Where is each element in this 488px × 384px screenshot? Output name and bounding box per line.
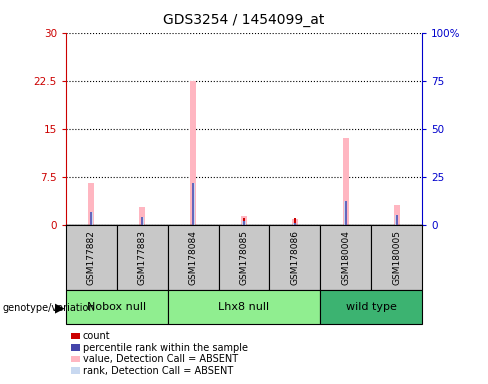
Text: GSM180005: GSM180005 bbox=[392, 230, 401, 285]
Text: GSM177883: GSM177883 bbox=[138, 230, 147, 285]
Bar bbox=[219, 225, 269, 290]
Text: GSM177882: GSM177882 bbox=[87, 230, 96, 285]
Bar bbox=[243, 222, 245, 225]
Bar bbox=[395, 215, 398, 225]
Bar bbox=[117, 225, 168, 290]
Bar bbox=[66, 290, 168, 324]
Bar bbox=[139, 207, 145, 225]
Text: percentile rank within the sample: percentile rank within the sample bbox=[83, 343, 248, 353]
Text: GSM178086: GSM178086 bbox=[290, 230, 300, 285]
Bar bbox=[396, 215, 398, 225]
Text: count: count bbox=[83, 331, 111, 341]
Bar bbox=[90, 212, 93, 225]
Bar bbox=[293, 223, 296, 225]
Bar bbox=[168, 290, 320, 324]
Bar bbox=[243, 222, 245, 225]
Text: value, Detection Call = ABSENT: value, Detection Call = ABSENT bbox=[83, 354, 238, 364]
Text: GSM178085: GSM178085 bbox=[240, 230, 248, 285]
Bar bbox=[396, 218, 398, 225]
Text: Lhx8 null: Lhx8 null bbox=[219, 302, 269, 312]
Bar bbox=[269, 225, 320, 290]
Bar bbox=[294, 218, 296, 225]
Bar bbox=[243, 218, 245, 225]
Bar bbox=[294, 223, 296, 225]
Text: genotype/variation: genotype/variation bbox=[2, 303, 95, 313]
Bar bbox=[192, 183, 194, 225]
Bar bbox=[141, 218, 143, 225]
Bar bbox=[292, 219, 298, 225]
Bar bbox=[343, 138, 349, 225]
Text: rank, Detection Call = ABSENT: rank, Detection Call = ABSENT bbox=[83, 366, 233, 376]
Text: GSM180004: GSM180004 bbox=[341, 230, 350, 285]
Bar bbox=[190, 81, 196, 225]
Bar bbox=[141, 217, 144, 225]
Text: GSM178084: GSM178084 bbox=[188, 230, 198, 285]
Bar bbox=[90, 218, 92, 225]
Bar bbox=[345, 201, 347, 225]
Bar bbox=[371, 225, 422, 290]
Bar bbox=[192, 218, 194, 225]
Text: GDS3254 / 1454099_at: GDS3254 / 1454099_at bbox=[163, 13, 325, 27]
Bar bbox=[345, 218, 347, 225]
Bar bbox=[66, 225, 117, 290]
Text: Nobox null: Nobox null bbox=[87, 302, 146, 312]
Text: wild type: wild type bbox=[346, 302, 397, 312]
Bar bbox=[88, 183, 94, 225]
Bar bbox=[394, 205, 400, 225]
Bar bbox=[320, 225, 371, 290]
Text: ▶: ▶ bbox=[55, 302, 65, 315]
Bar bbox=[141, 217, 143, 225]
Bar bbox=[320, 290, 422, 324]
Bar bbox=[168, 225, 219, 290]
Bar bbox=[241, 216, 247, 225]
Bar bbox=[90, 212, 92, 225]
Bar bbox=[344, 201, 347, 225]
Bar bbox=[192, 183, 195, 225]
